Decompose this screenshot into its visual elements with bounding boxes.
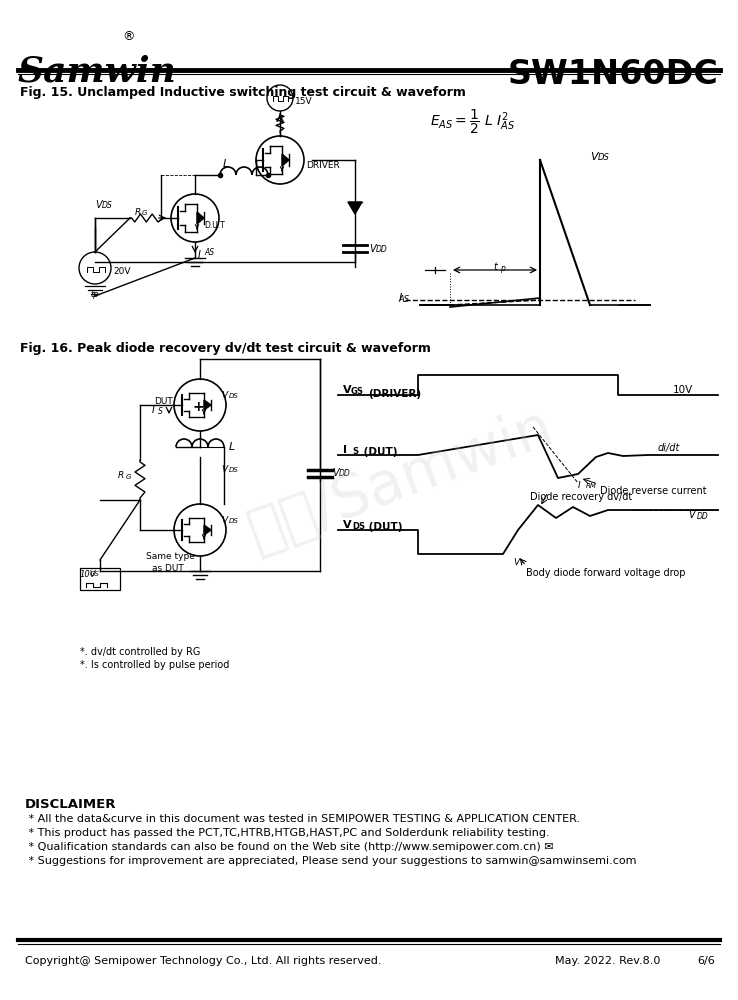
Text: di/dt: di/dt <box>658 443 680 453</box>
Text: I: I <box>198 250 201 260</box>
Text: Copyright@ Semipower Technology Co., Ltd. All rights reserved.: Copyright@ Semipower Technology Co., Ltd… <box>25 956 382 966</box>
Text: DS: DS <box>102 201 113 210</box>
Text: V: V <box>221 391 227 400</box>
Text: (DUT): (DUT) <box>360 447 398 457</box>
Text: Body diode forward voltage drop: Body diode forward voltage drop <box>526 568 686 578</box>
Text: DS: DS <box>598 153 610 162</box>
Text: p: p <box>500 264 505 273</box>
Text: DD: DD <box>697 512 708 521</box>
Text: I: I <box>399 293 402 303</box>
Text: F: F <box>521 560 525 566</box>
Text: 20V: 20V <box>113 266 131 275</box>
Text: as DUT: as DUT <box>152 564 184 573</box>
Text: *. Is controlled by pulse period: *. Is controlled by pulse period <box>80 660 230 670</box>
Text: * All the data&curve in this document was tested in SEMIPOWER TESTING & APPLICAT: * All the data&curve in this document wa… <box>25 814 580 824</box>
Text: Same type: Same type <box>146 552 195 561</box>
Text: DS: DS <box>229 467 239 473</box>
Text: tp: tp <box>91 290 100 299</box>
Text: I: I <box>343 445 347 455</box>
Polygon shape <box>348 202 362 214</box>
Text: Diode recovery dv/dt: Diode recovery dv/dt <box>530 492 632 502</box>
Text: DS: DS <box>352 522 365 531</box>
Text: V: V <box>221 516 227 525</box>
Polygon shape <box>204 525 211 535</box>
Text: 闪达/Samwin: 闪达/Samwin <box>240 398 560 562</box>
Text: +: + <box>192 400 204 414</box>
Text: R: R <box>118 471 124 480</box>
Text: L: L <box>223 159 229 169</box>
Text: 6/6: 6/6 <box>697 956 715 966</box>
Text: D.U.T: D.U.T <box>204 221 225 230</box>
Text: DS: DS <box>229 518 239 524</box>
Text: V: V <box>688 510 694 520</box>
Text: S: S <box>352 447 358 456</box>
Text: S: S <box>158 408 163 416</box>
Text: V: V <box>343 520 351 530</box>
Text: L: L <box>229 442 235 452</box>
Text: AS: AS <box>204 248 214 257</box>
Text: AS: AS <box>399 296 410 304</box>
Text: R: R <box>135 208 141 217</box>
Polygon shape <box>197 212 204 224</box>
Text: V: V <box>369 244 376 254</box>
Text: Diode reverse current: Diode reverse current <box>600 486 706 496</box>
Text: $E_{AS} = \dfrac{1}{2}\ L\ I_{AS}^{2}$: $E_{AS} = \dfrac{1}{2}\ L\ I_{AS}^{2}$ <box>430 108 515 136</box>
Text: 10V: 10V <box>80 570 97 579</box>
Text: V: V <box>332 468 339 478</box>
Text: DUT: DUT <box>154 397 173 406</box>
Text: * Qualification standards can also be found on the Web site (http://www.semipowe: * Qualification standards can also be fo… <box>25 842 554 852</box>
Text: DRIVER: DRIVER <box>306 160 339 169</box>
Text: GS: GS <box>351 387 364 396</box>
Text: (DUT): (DUT) <box>365 522 402 532</box>
Text: V: V <box>513 558 519 567</box>
Text: G: G <box>142 210 148 216</box>
Text: ®: ® <box>122 30 134 43</box>
Bar <box>80 568 120 590</box>
Text: DS: DS <box>229 393 239 399</box>
Text: GS: GS <box>90 571 100 577</box>
Text: * Suggestions for improvement are appreciated, Please send your suggestions to s: * Suggestions for improvement are apprec… <box>25 856 636 866</box>
Text: V: V <box>95 200 102 210</box>
Text: (DRIVER): (DRIVER) <box>368 389 421 399</box>
Text: V: V <box>221 465 227 474</box>
Text: RM: RM <box>586 483 597 489</box>
Text: May. 2022. Rev.8.0: May. 2022. Rev.8.0 <box>555 956 661 966</box>
Text: V: V <box>343 385 351 395</box>
Text: DISCLAIMER: DISCLAIMER <box>25 798 117 811</box>
Text: Fig. 16. Peak diode recovery dv/dt test circuit & waveform: Fig. 16. Peak diode recovery dv/dt test … <box>20 342 431 355</box>
Text: 15V: 15V <box>295 97 313 105</box>
Text: *. dv/dt controlled by RG: *. dv/dt controlled by RG <box>80 647 201 657</box>
Text: Samwin: Samwin <box>18 55 177 89</box>
Text: DD: DD <box>339 470 351 479</box>
Polygon shape <box>282 154 289 166</box>
Text: t: t <box>493 262 497 272</box>
Text: Fig. 15. Unclamped Inductive switching test circuit & waveform: Fig. 15. Unclamped Inductive switching t… <box>20 86 466 99</box>
Text: DD: DD <box>376 245 387 254</box>
Text: * This product has passed the PCT,TC,HTRB,HTGB,HAST,PC and Solderdunk reliabilit: * This product has passed the PCT,TC,HTR… <box>25 828 550 838</box>
Text: I: I <box>578 481 581 490</box>
Text: 10V: 10V <box>673 385 693 395</box>
Text: I: I <box>152 405 155 415</box>
Text: SW1N60DC: SW1N60DC <box>507 58 718 91</box>
Polygon shape <box>204 400 211 410</box>
Text: G: G <box>126 474 131 480</box>
Text: V: V <box>590 152 598 162</box>
